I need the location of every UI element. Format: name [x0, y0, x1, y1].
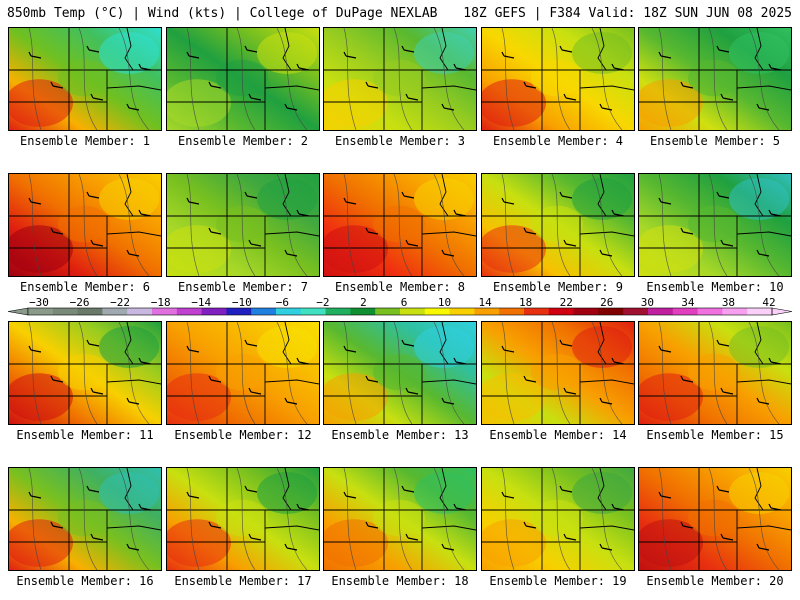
- temperature-colorbar: −30 −26 −22 −18 −14 −10 −6 −2 2 6 10 14 18 22 26 30 34 38…: [7, 296, 793, 316]
- colorbar-swatch: [251, 308, 277, 315]
- colorbar-swatch: [276, 308, 302, 315]
- ensemble-member-label: Ensemble Member: 1: [19, 134, 151, 148]
- colorbar-tick-label: −14: [191, 296, 211, 309]
- colorbar-tick-label: 30: [641, 296, 654, 309]
- ensemble-map-11: [8, 321, 162, 425]
- colorbar-tick-label: −6: [276, 296, 289, 309]
- ensemble-map-2: [166, 27, 320, 131]
- colorbar-swatch: [102, 308, 128, 315]
- ensemble-map-15: [638, 321, 792, 425]
- ensemble-member-label: Ensemble Member: 13: [331, 428, 469, 442]
- ensemble-map-16: [8, 467, 162, 571]
- colorbar-tick-label: −26: [70, 296, 90, 309]
- colorbar-swatch: [548, 308, 574, 315]
- colorbar-swatch: [52, 308, 78, 315]
- colorbar-tick-label: 10: [438, 296, 451, 309]
- ensemble-map-10: [638, 173, 792, 277]
- ensemble-map-8: [323, 173, 477, 277]
- colorbar-tick-label: 18: [519, 296, 532, 309]
- ensemble-member-label: Ensemble Member: 5: [649, 134, 781, 148]
- colorbar-tick-label: 42: [762, 296, 775, 309]
- colorbar-tick-label: −18: [151, 296, 171, 309]
- model-valid-time: 18Z GEFS | F384 Valid: 18Z SUN JUN 08 20…: [463, 6, 792, 21]
- ensemble-member-label: Ensemble Member: 3: [334, 134, 466, 148]
- colorbar-swatch: [697, 308, 723, 315]
- colorbar-tick-label: 26: [600, 296, 613, 309]
- colorbar-swatch: [474, 308, 500, 315]
- ensemble-member-label: Ensemble Member: 12: [174, 428, 312, 442]
- colorbar-swatch: [648, 308, 674, 315]
- ensemble-member-label: Ensemble Member: 19: [489, 574, 627, 588]
- colorbar-swatch: [747, 308, 773, 315]
- colorbar-swatch: [598, 308, 624, 315]
- colorbar-outline: [27, 307, 773, 316]
- ensemble-map-18: [323, 467, 477, 571]
- colorbar-swatch: [300, 308, 326, 315]
- ensemble-member-label: Ensemble Member: 18: [331, 574, 469, 588]
- ensemble-map-4: [481, 27, 635, 131]
- colorbar-tick-label: −30: [29, 296, 49, 309]
- colorbar-max-arrow: [771, 307, 793, 316]
- colorbar-swatch: [499, 308, 525, 315]
- colorbar-tick-label: 22: [560, 296, 573, 309]
- ensemble-map-12: [166, 321, 320, 425]
- ensemble-member-label: Ensemble Member: 16: [16, 574, 154, 588]
- ensemble-map-19: [481, 467, 635, 571]
- colorbar-tick-label: 34: [681, 296, 695, 309]
- colorbar-swatch: [672, 308, 698, 315]
- ensemble-member-label: Ensemble Member: 10: [646, 280, 784, 294]
- colorbar-swatch: [524, 308, 550, 315]
- colorbar-swatch: [77, 308, 103, 315]
- ensemble-member-label: Ensemble Member: 15: [646, 428, 784, 442]
- colorbar-swatch: [28, 308, 54, 315]
- ensemble-map-9: [481, 173, 635, 277]
- ensemble-map-13: [323, 321, 477, 425]
- ensemble-member-label: Ensemble Member: 7: [177, 280, 309, 294]
- colorbar-swatch: [201, 308, 227, 315]
- colorbar-swatch: [375, 308, 401, 315]
- colorbar-tick-label: −22: [110, 296, 130, 309]
- colorbar-swatch: [573, 308, 599, 315]
- ensemble-member-label: Ensemble Member: 2: [177, 134, 309, 148]
- ensemble-map-6: [8, 173, 162, 277]
- colorbar-swatch: [424, 308, 450, 315]
- ensemble-member-label: Ensemble Member: 8: [334, 280, 466, 294]
- colorbar-swatch: [722, 308, 748, 315]
- ensemble-member-label: Ensemble Member: 6: [19, 280, 151, 294]
- ensemble-map-17: [166, 467, 320, 571]
- colorbar-swatch: [127, 308, 153, 315]
- colorbar-tick-label: −10: [232, 296, 252, 309]
- ensemble-member-label: Ensemble Member: 17: [174, 574, 312, 588]
- colorbar-min-arrow: [7, 307, 29, 316]
- ensemble-map-7: [166, 173, 320, 277]
- colorbar-swatch: [325, 308, 351, 315]
- ensemble-member-label: Ensemble Member: 20: [646, 574, 784, 588]
- ensemble-map-3: [323, 27, 477, 131]
- colorbar-tick-label: 6: [401, 296, 408, 309]
- colorbar-swatch: [350, 308, 376, 315]
- colorbar-tick-label: 14: [478, 296, 492, 309]
- ensemble-map-5: [638, 27, 792, 131]
- colorbar-tick-label: 38: [722, 296, 735, 309]
- chart-title: 850mb Temp (°C) | Wind (kts) | College o…: [7, 6, 438, 21]
- ensemble-member-label: Ensemble Member: 11: [16, 428, 154, 442]
- ensemble-member-label: Ensemble Member: 14: [489, 428, 627, 442]
- colorbar-swatch: [176, 308, 202, 315]
- colorbar-swatch: [226, 308, 252, 315]
- colorbar-swatch: [449, 308, 475, 315]
- colorbar-swatch: [152, 308, 178, 315]
- ensemble-map-20: [638, 467, 792, 571]
- colorbar-tick-label: −2: [316, 296, 329, 309]
- colorbar-tick-label: 2: [360, 296, 367, 309]
- ensemble-member-label: Ensemble Member: 9: [492, 280, 624, 294]
- ensemble-member-label: Ensemble Member: 4: [492, 134, 624, 148]
- colorbar-swatch: [400, 308, 426, 315]
- colorbar-swatch: [623, 308, 649, 315]
- ensemble-map-1: [8, 27, 162, 131]
- ensemble-map-14: [481, 321, 635, 425]
